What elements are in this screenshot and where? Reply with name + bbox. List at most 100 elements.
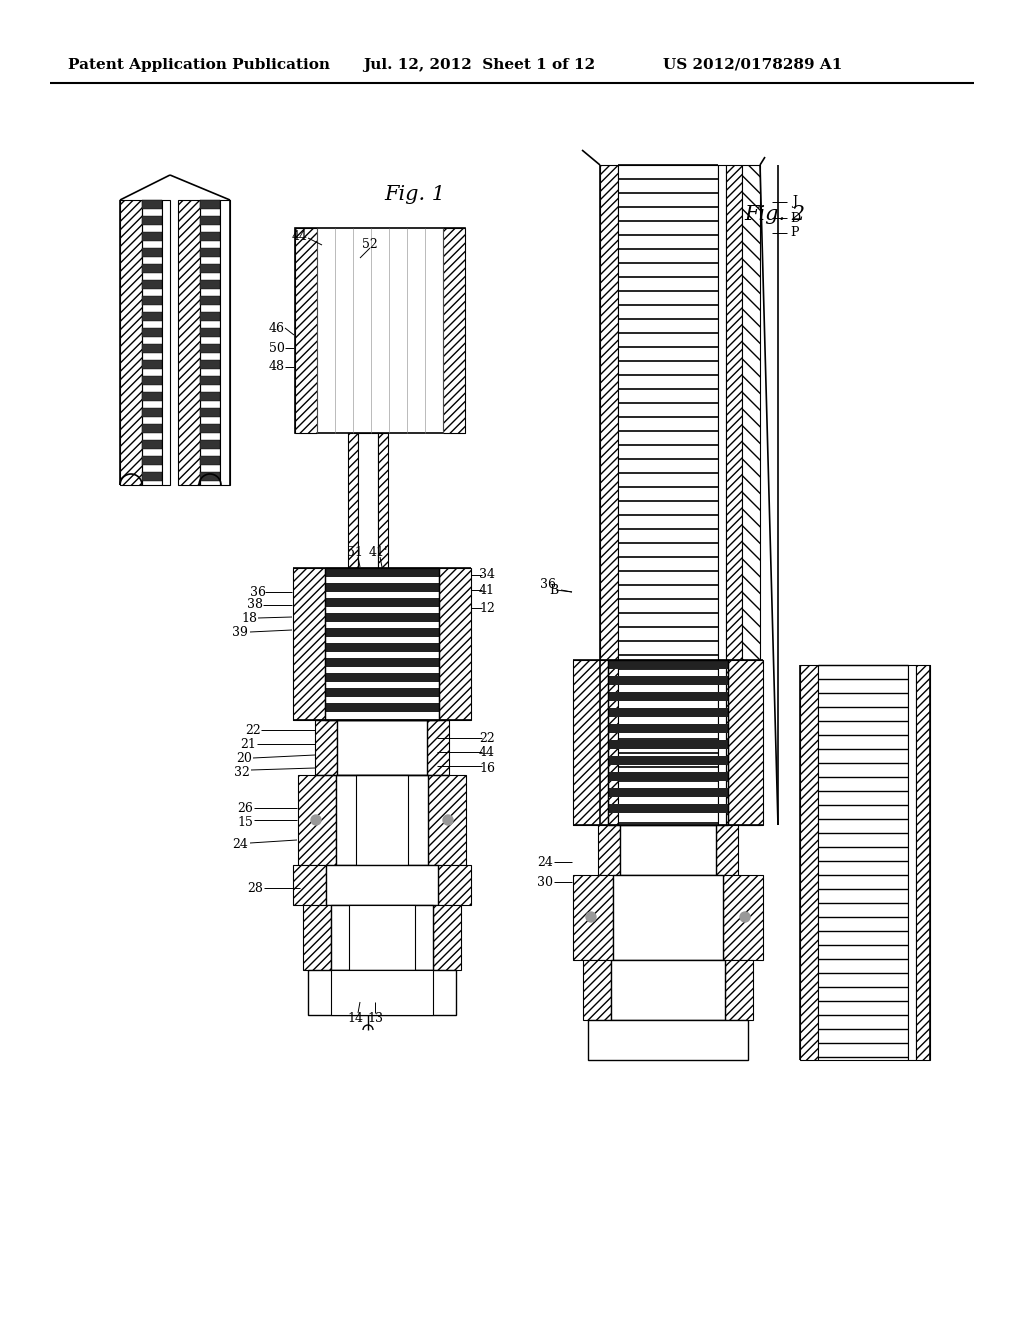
Bar <box>325 688 439 697</box>
Bar <box>200 248 220 257</box>
Bar <box>142 327 162 337</box>
Bar <box>200 408 220 417</box>
Text: B: B <box>549 583 559 597</box>
Bar <box>325 598 439 607</box>
Bar <box>142 201 162 209</box>
Bar <box>427 719 449 775</box>
Bar <box>608 660 728 825</box>
Bar <box>725 960 753 1020</box>
Text: Fig. 2: Fig. 2 <box>744 206 806 224</box>
Text: 48: 48 <box>269 360 285 374</box>
Bar <box>162 201 170 484</box>
Text: 18: 18 <box>241 611 257 624</box>
Text: 44: 44 <box>479 746 495 759</box>
Bar <box>315 719 337 775</box>
Bar <box>120 201 142 484</box>
Text: 12: 12 <box>479 602 495 615</box>
Text: J: J <box>793 195 798 209</box>
Bar <box>325 583 439 591</box>
Bar <box>348 433 358 568</box>
Bar <box>611 960 725 1020</box>
Bar <box>716 825 738 875</box>
Bar <box>200 201 220 484</box>
Text: 44: 44 <box>292 231 308 243</box>
Text: 52: 52 <box>362 239 378 252</box>
Bar <box>295 228 317 433</box>
Bar <box>331 906 433 970</box>
Bar <box>916 665 930 1060</box>
Text: 32: 32 <box>234 766 250 779</box>
Bar <box>142 376 162 385</box>
Text: 21: 21 <box>240 738 256 751</box>
Text: 14: 14 <box>347 1011 362 1024</box>
Bar <box>200 424 220 433</box>
Text: 39: 39 <box>232 626 248 639</box>
Text: 41': 41' <box>369 545 388 558</box>
Bar <box>818 665 908 1060</box>
Bar <box>200 312 220 321</box>
Bar <box>142 408 162 417</box>
Bar <box>620 825 716 875</box>
Text: P: P <box>791 227 800 239</box>
Bar <box>200 280 220 289</box>
Bar <box>723 875 763 960</box>
Bar <box>220 201 230 484</box>
Bar <box>200 296 220 305</box>
Text: 22: 22 <box>479 731 495 744</box>
Bar <box>608 692 728 701</box>
Bar <box>608 741 728 748</box>
Circle shape <box>443 814 453 825</box>
Text: 51: 51 <box>347 545 362 558</box>
Bar <box>142 473 162 480</box>
Bar <box>142 312 162 321</box>
Bar <box>718 165 726 825</box>
Text: Fig. 1: Fig. 1 <box>384 186 445 205</box>
Bar <box>608 788 728 797</box>
Text: 26: 26 <box>238 801 253 814</box>
Bar <box>293 568 325 719</box>
Bar <box>142 345 162 352</box>
Bar <box>433 906 461 970</box>
Bar <box>200 327 220 337</box>
Bar <box>428 775 466 865</box>
Bar <box>142 392 162 401</box>
Bar <box>573 875 613 960</box>
Bar <box>142 232 162 242</box>
Bar <box>608 756 728 766</box>
Bar <box>728 660 763 825</box>
Bar <box>142 264 162 273</box>
Bar <box>613 875 723 960</box>
Bar <box>298 775 336 865</box>
Text: Patent Application Publication: Patent Application Publication <box>68 58 330 73</box>
Bar <box>443 228 465 433</box>
Bar <box>325 657 439 667</box>
Bar <box>726 165 742 825</box>
Bar <box>742 165 760 825</box>
Text: 38: 38 <box>247 598 263 611</box>
Bar <box>303 906 331 970</box>
Bar <box>356 775 408 865</box>
Bar <box>200 440 220 449</box>
Bar <box>608 660 728 669</box>
Bar <box>337 719 427 775</box>
Text: 41: 41 <box>479 583 495 597</box>
Bar <box>293 865 326 906</box>
Bar <box>142 455 162 465</box>
Bar <box>200 376 220 385</box>
Bar <box>142 296 162 305</box>
Bar <box>295 228 465 433</box>
Text: 24: 24 <box>537 855 553 869</box>
Bar <box>200 216 220 224</box>
Text: 36: 36 <box>250 586 266 598</box>
Bar <box>325 643 439 652</box>
Bar <box>200 473 220 480</box>
Bar <box>308 970 456 1015</box>
Text: 28: 28 <box>247 882 263 895</box>
Bar <box>336 775 428 865</box>
Bar <box>598 825 620 875</box>
Bar <box>178 201 200 484</box>
Text: 36: 36 <box>540 578 556 591</box>
Text: 34: 34 <box>479 569 495 582</box>
Bar <box>608 723 728 733</box>
Bar <box>583 960 611 1020</box>
